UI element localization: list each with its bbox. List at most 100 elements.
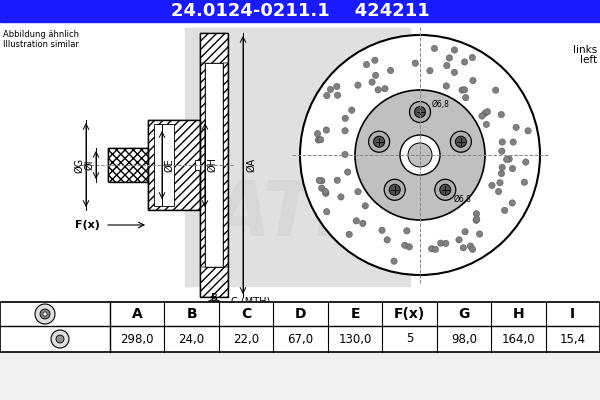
Circle shape xyxy=(401,242,408,248)
Circle shape xyxy=(362,203,368,209)
Circle shape xyxy=(435,179,456,200)
Circle shape xyxy=(483,121,490,128)
Bar xyxy=(200,267,228,297)
Circle shape xyxy=(359,220,366,227)
Text: D: D xyxy=(295,307,307,321)
Text: A: A xyxy=(132,307,143,321)
Circle shape xyxy=(349,107,355,113)
Circle shape xyxy=(314,130,321,137)
Circle shape xyxy=(499,148,505,154)
Circle shape xyxy=(384,179,405,200)
Circle shape xyxy=(521,179,527,186)
Circle shape xyxy=(322,188,328,195)
Circle shape xyxy=(355,90,485,220)
Circle shape xyxy=(412,60,418,66)
Circle shape xyxy=(389,184,400,195)
Text: left: left xyxy=(580,55,597,65)
Circle shape xyxy=(459,87,465,93)
Circle shape xyxy=(344,169,351,175)
Circle shape xyxy=(379,227,385,234)
Bar xyxy=(195,160,200,170)
Circle shape xyxy=(497,180,503,186)
Text: ØG: ØG xyxy=(74,158,84,172)
Circle shape xyxy=(462,228,468,235)
Bar xyxy=(148,120,200,210)
Circle shape xyxy=(499,164,505,171)
Circle shape xyxy=(406,244,413,250)
Bar xyxy=(0,22,600,300)
Circle shape xyxy=(470,77,476,84)
Text: 24,0: 24,0 xyxy=(179,332,205,346)
Circle shape xyxy=(456,237,462,243)
Circle shape xyxy=(503,156,510,163)
Circle shape xyxy=(469,246,476,252)
Circle shape xyxy=(482,110,488,116)
Circle shape xyxy=(451,69,458,76)
Circle shape xyxy=(498,170,505,177)
Bar xyxy=(200,63,205,267)
Bar xyxy=(154,124,174,206)
Circle shape xyxy=(506,156,512,162)
Circle shape xyxy=(40,309,50,319)
Circle shape xyxy=(432,246,439,252)
Text: ØE: ØE xyxy=(164,158,174,172)
Circle shape xyxy=(443,83,449,89)
Circle shape xyxy=(323,92,330,99)
Circle shape xyxy=(509,200,515,206)
Bar xyxy=(0,0,600,22)
Circle shape xyxy=(460,244,467,251)
Bar xyxy=(108,148,148,182)
Circle shape xyxy=(374,136,385,147)
Circle shape xyxy=(461,59,468,65)
Circle shape xyxy=(523,159,529,165)
Circle shape xyxy=(404,228,410,234)
Circle shape xyxy=(323,190,329,196)
Circle shape xyxy=(315,137,322,143)
Circle shape xyxy=(300,35,540,275)
Circle shape xyxy=(334,177,340,184)
Text: ØI: ØI xyxy=(84,160,94,170)
Text: 67,0: 67,0 xyxy=(287,332,314,346)
Circle shape xyxy=(473,210,479,217)
Text: 15,4: 15,4 xyxy=(560,332,586,346)
Circle shape xyxy=(342,128,348,134)
Circle shape xyxy=(384,237,391,243)
Circle shape xyxy=(391,258,397,264)
Circle shape xyxy=(428,246,435,252)
Circle shape xyxy=(473,217,479,224)
Text: E: E xyxy=(350,307,360,321)
Circle shape xyxy=(455,136,466,147)
Circle shape xyxy=(440,184,451,195)
Circle shape xyxy=(451,131,472,152)
Text: 5: 5 xyxy=(406,332,413,346)
Bar xyxy=(200,33,228,63)
Circle shape xyxy=(502,207,508,214)
Text: G: G xyxy=(458,307,470,321)
Circle shape xyxy=(353,218,359,224)
Circle shape xyxy=(327,86,334,93)
Circle shape xyxy=(323,208,330,215)
Circle shape xyxy=(467,243,473,249)
Circle shape xyxy=(498,111,505,118)
Circle shape xyxy=(446,55,452,61)
Circle shape xyxy=(476,231,483,237)
Circle shape xyxy=(427,68,433,74)
Text: C (MTH): C (MTH) xyxy=(231,296,270,306)
Circle shape xyxy=(355,188,361,195)
Text: 98,0: 98,0 xyxy=(451,332,477,346)
Bar xyxy=(0,302,600,352)
Circle shape xyxy=(317,136,324,143)
Circle shape xyxy=(388,67,394,74)
Circle shape xyxy=(382,86,388,92)
Circle shape xyxy=(334,83,340,90)
Circle shape xyxy=(346,231,352,238)
Text: Abbildung ähnlich: Abbildung ähnlich xyxy=(3,30,79,39)
Circle shape xyxy=(431,45,437,52)
Circle shape xyxy=(510,139,517,145)
Circle shape xyxy=(338,194,344,200)
Text: F(x): F(x) xyxy=(75,220,100,230)
Circle shape xyxy=(461,87,467,93)
Bar xyxy=(148,120,200,210)
Circle shape xyxy=(51,330,69,348)
Circle shape xyxy=(363,61,370,68)
